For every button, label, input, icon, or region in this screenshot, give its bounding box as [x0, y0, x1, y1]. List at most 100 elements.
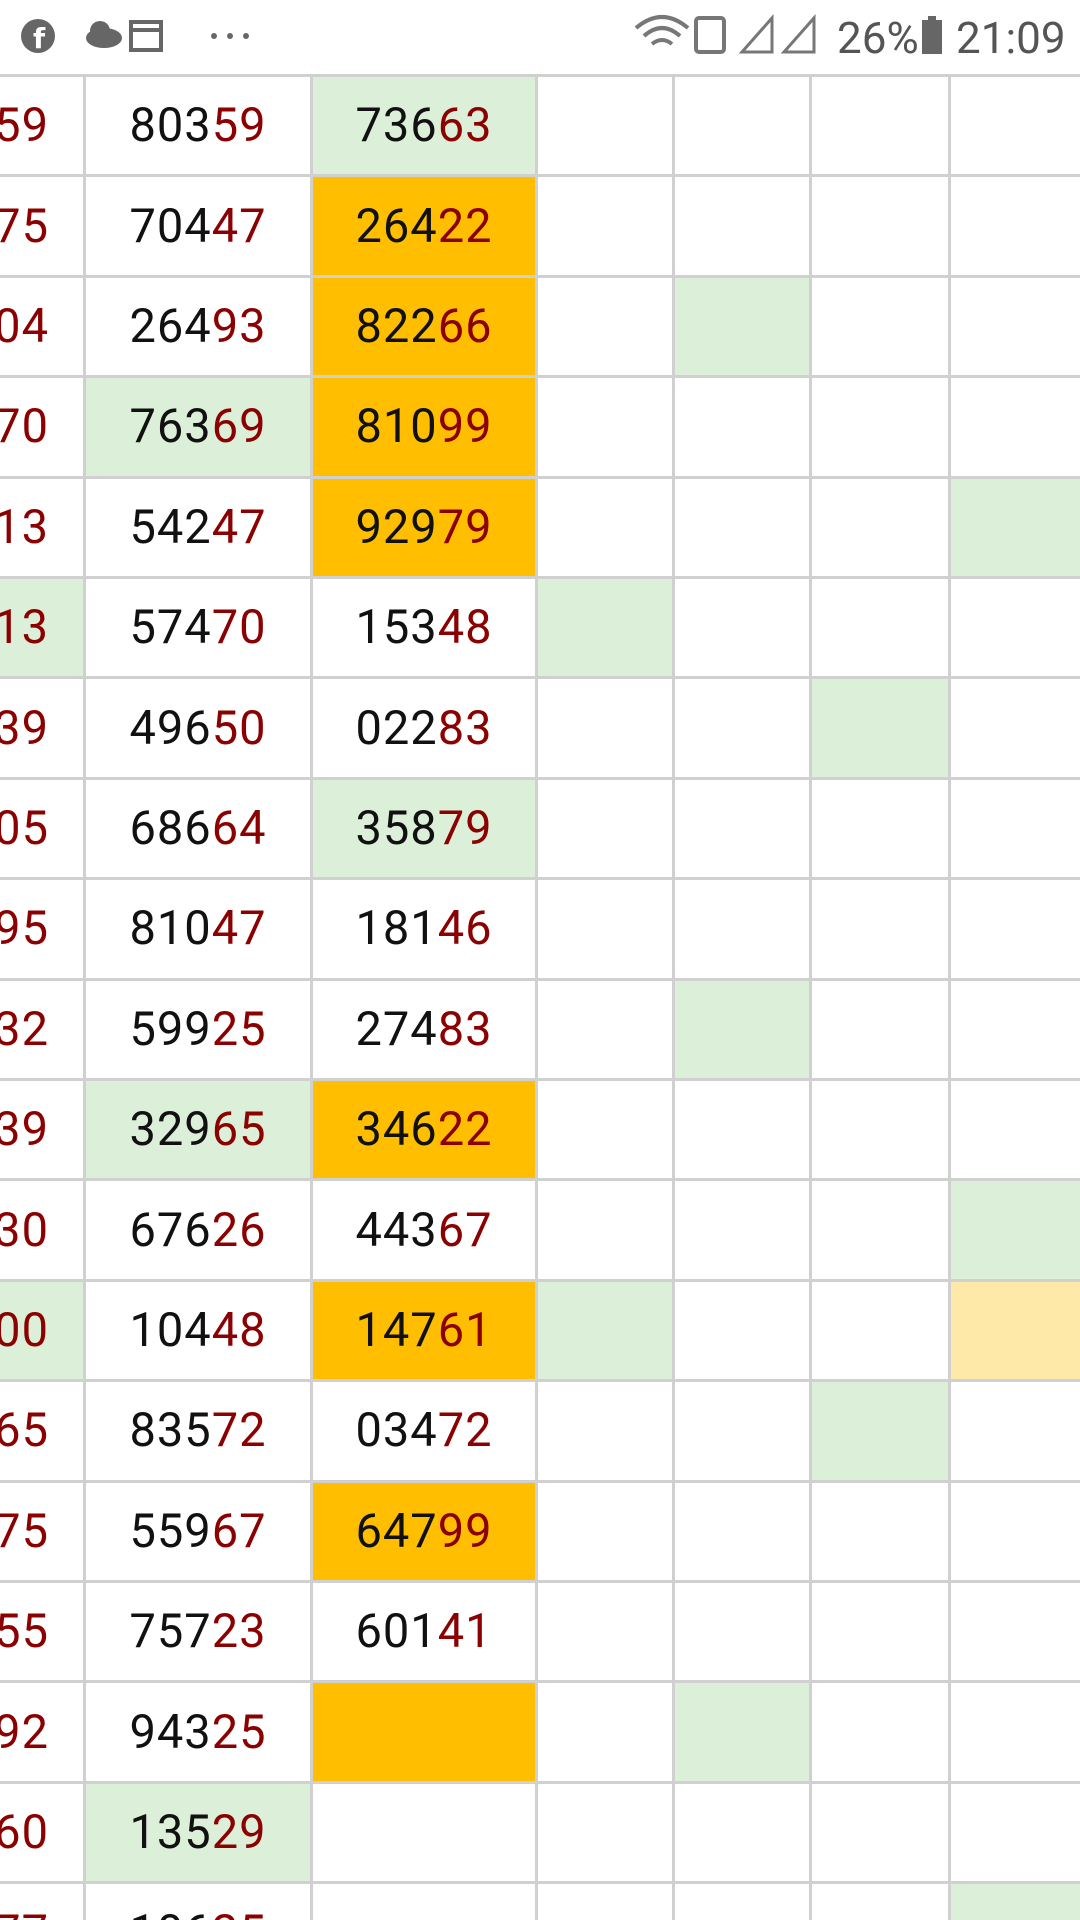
cell: 686 64: [86, 779, 310, 878]
number-suffix: 25: [212, 1905, 267, 1920]
cell: 59: [0, 77, 83, 175]
cell: [812, 177, 948, 275]
cell: 264 22: [313, 177, 535, 275]
cell: [951, 1683, 1080, 1781]
cell: [313, 1783, 535, 1882]
cell: [538, 378, 672, 476]
number-suffix: 63: [437, 98, 493, 154]
number-suffix: 72: [211, 1403, 267, 1459]
cell: [675, 478, 809, 576]
cell: 181 46: [313, 880, 535, 978]
number-suffix: 79: [437, 800, 493, 856]
cell: [812, 378, 948, 476]
cell: 443 67: [313, 1181, 535, 1279]
cell: 32: [0, 980, 83, 1078]
number-prefix: 264: [355, 198, 438, 254]
cell: 13: [0, 478, 83, 576]
cell: [675, 177, 809, 275]
cell: [675, 1281, 809, 1380]
cell: 75: [0, 1482, 83, 1580]
number-suffix: 47: [211, 901, 267, 957]
cell: [812, 579, 948, 677]
cell: 022 83: [313, 679, 535, 777]
cell: [538, 1683, 672, 1781]
cell: [812, 1583, 948, 1681]
cell: 736 63: [313, 77, 535, 175]
cell-text: 39: [0, 1102, 49, 1158]
number-suffix: 26: [211, 1202, 267, 1258]
cell: 346 22: [313, 1081, 535, 1179]
number-suffix: 61: [437, 1302, 493, 1358]
battery-percent: 26%: [837, 12, 919, 64]
cell: 496 50: [86, 679, 310, 777]
number-prefix: 181: [355, 901, 438, 957]
number-suffix: 83: [437, 1001, 493, 1057]
cell: [675, 579, 809, 677]
cell: [951, 1482, 1080, 1580]
number-suffix: 22: [437, 1102, 493, 1158]
number-suffix: 64: [211, 800, 267, 856]
cell: [675, 1482, 809, 1580]
cell: [812, 1884, 948, 1920]
number-suffix: 69: [211, 399, 267, 455]
cell: [812, 478, 948, 576]
cell: [675, 77, 809, 175]
cell: [675, 980, 809, 1078]
number-suffix: 99: [437, 1503, 493, 1559]
number-prefix: 810: [129, 901, 212, 957]
cell: 39: [0, 679, 83, 777]
cell: 929 79: [313, 478, 535, 576]
cell: 704 47: [86, 177, 310, 275]
cell-text: 13: [0, 600, 49, 656]
number-suffix: 48: [211, 1302, 267, 1358]
number-prefix: 022: [355, 700, 438, 756]
cell: [951, 679, 1080, 777]
cell-text: 70: [0, 399, 49, 455]
signal-icons: [634, 14, 816, 54]
cell: [538, 1583, 672, 1681]
cell: 92: [0, 1683, 83, 1781]
cell: [951, 378, 1080, 476]
notification-icons: f: [21, 19, 249, 55]
cell: 574 70: [86, 579, 310, 677]
cell-text: 32: [0, 1001, 49, 1057]
cell: 599 25: [86, 980, 310, 1078]
cell-text: 75: [0, 198, 49, 254]
cell: [538, 679, 672, 777]
cell: [675, 1181, 809, 1279]
cell: 153 48: [313, 579, 535, 677]
number-prefix: 135: [129, 1804, 212, 1860]
cell: 810 47: [86, 880, 310, 978]
cell: 60: [0, 1783, 83, 1882]
number-prefix: 496: [129, 700, 212, 756]
cell: 358 79: [313, 779, 535, 878]
cell: [538, 1884, 672, 1920]
cell: [812, 1783, 948, 1882]
cell-text: 60: [0, 1804, 49, 1860]
cell-text: 00: [0, 1302, 49, 1358]
number-suffix: 79: [437, 499, 493, 555]
clock: 21:09: [956, 12, 1066, 64]
number-suffix: 47: [211, 499, 267, 555]
number-prefix: 757: [129, 1604, 212, 1660]
number-prefix: 704: [129, 198, 212, 254]
number-prefix: 601: [355, 1604, 438, 1660]
cell: 264 93: [86, 277, 310, 376]
number-prefix: 763: [129, 399, 212, 455]
number-prefix: 358: [355, 800, 438, 856]
cell: [675, 277, 809, 376]
cell: 676 26: [86, 1181, 310, 1279]
cell: [951, 478, 1080, 576]
cell: [675, 679, 809, 777]
cell: [951, 779, 1080, 878]
number-suffix: 23: [211, 1604, 267, 1660]
cell-text: 39: [0, 700, 49, 756]
cell-text: 55: [0, 1604, 49, 1660]
number-prefix: 835: [129, 1403, 212, 1459]
cell: [812, 779, 948, 878]
cell: [538, 1081, 672, 1179]
number-suffix: 25: [211, 1704, 267, 1760]
number-prefix: 599: [129, 1001, 212, 1057]
cell: [812, 1081, 948, 1179]
cell: 601 41: [313, 1583, 535, 1681]
